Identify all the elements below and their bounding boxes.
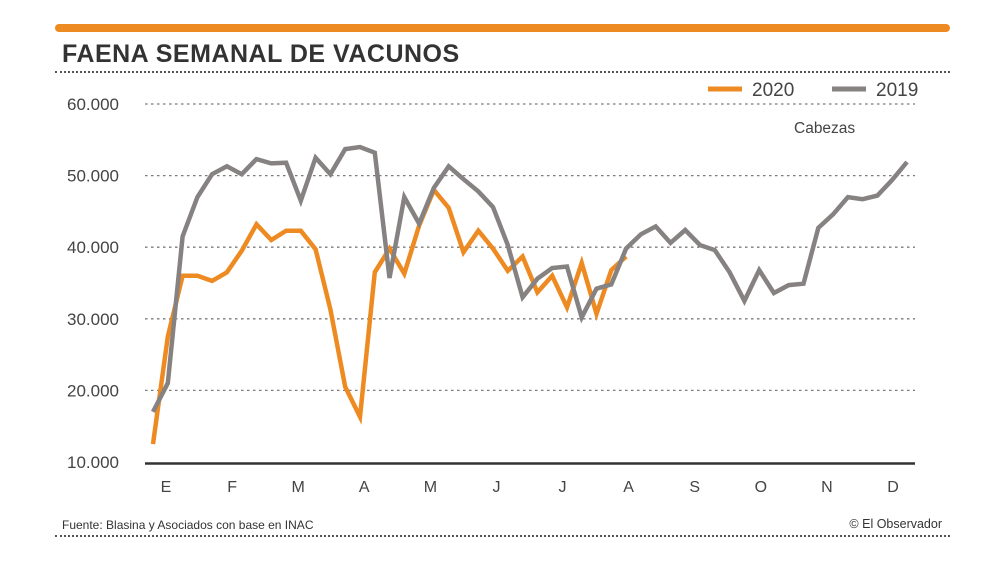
y-tick-label: 30.000 bbox=[67, 310, 119, 329]
footer-divider bbox=[55, 535, 950, 537]
grid-lines bbox=[145, 103, 915, 392]
legend-label-2019: 2019 bbox=[876, 80, 918, 101]
series-line-2020 bbox=[150, 185, 628, 445]
chart-title: FAENA SEMANAL DE VACUNOS bbox=[62, 40, 460, 68]
top-accent-bar bbox=[55, 24, 950, 32]
source-note: Fuente: Blasina y Asociados con base en … bbox=[62, 518, 314, 532]
x-tick-label: N bbox=[821, 479, 833, 496]
legend: 2020 2019 bbox=[708, 80, 918, 101]
series-lines bbox=[150, 144, 909, 445]
x-tick-label: D bbox=[887, 479, 899, 496]
x-tick-label: M bbox=[424, 479, 437, 496]
y-tick-label: 50.000 bbox=[67, 167, 119, 186]
x-tick-label: M bbox=[292, 479, 305, 496]
x-tick-label: F bbox=[227, 479, 237, 496]
credit-note: © El Observador bbox=[849, 517, 942, 531]
y-tick-label: 60.000 bbox=[67, 95, 119, 114]
series-line-2019 bbox=[151, 144, 909, 413]
x-tick-label: J bbox=[492, 479, 500, 496]
y-tick-label: 20.000 bbox=[67, 381, 119, 400]
x-tick-label: E bbox=[161, 479, 172, 496]
x-tick-label: A bbox=[359, 479, 370, 496]
unit-label: Cabezas bbox=[794, 120, 855, 137]
legend-label-2020: 2020 bbox=[752, 80, 794, 101]
x-tick-label: A bbox=[623, 479, 634, 496]
y-axis-ticks: 10.000 20.000 30.000 40.000 50.000 60.000 bbox=[67, 95, 119, 472]
title-divider bbox=[55, 71, 950, 73]
x-tick-label: O bbox=[755, 479, 767, 496]
x-tick-label: J bbox=[559, 479, 567, 496]
y-tick-label: 40.000 bbox=[67, 238, 119, 257]
y-tick-label: 10.000 bbox=[67, 453, 119, 472]
x-tick-label: S bbox=[689, 479, 700, 496]
